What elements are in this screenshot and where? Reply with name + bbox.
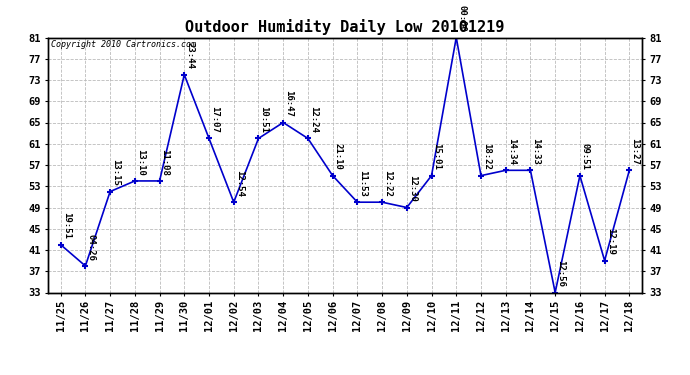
Text: 19:51: 19:51	[61, 212, 70, 239]
Text: 12:24: 12:24	[309, 106, 318, 133]
Text: 15:01: 15:01	[433, 143, 442, 170]
Title: Outdoor Humidity Daily Low 20101219: Outdoor Humidity Daily Low 20101219	[186, 19, 504, 35]
Text: 11:08: 11:08	[161, 148, 170, 176]
Text: 12:56: 12:56	[556, 260, 565, 287]
Text: 12:30: 12:30	[408, 175, 417, 202]
Text: 14:34: 14:34	[506, 138, 515, 165]
Text: Copyright 2010 Cartronics.com: Copyright 2010 Cartronics.com	[51, 40, 196, 49]
Text: 23:44: 23:44	[186, 42, 195, 69]
Text: 10:51: 10:51	[259, 106, 268, 133]
Text: 04:26: 04:26	[86, 234, 95, 260]
Text: 12:54: 12:54	[235, 170, 244, 196]
Text: 11:53: 11:53	[358, 170, 367, 196]
Text: 12:19: 12:19	[606, 228, 615, 255]
Text: 18:22: 18:22	[482, 143, 491, 170]
Text: 13:10: 13:10	[136, 148, 145, 176]
Text: 12:22: 12:22	[383, 170, 392, 196]
Text: 17:07: 17:07	[210, 106, 219, 133]
Text: 13:27: 13:27	[631, 138, 640, 165]
Text: 09:51: 09:51	[581, 143, 590, 170]
Text: 21:10: 21:10	[334, 143, 343, 170]
Text: 14:33: 14:33	[531, 138, 540, 165]
Text: 16:47: 16:47	[284, 90, 293, 117]
Text: 13:15: 13:15	[111, 159, 120, 186]
Text: 00:00: 00:00	[457, 5, 466, 32]
